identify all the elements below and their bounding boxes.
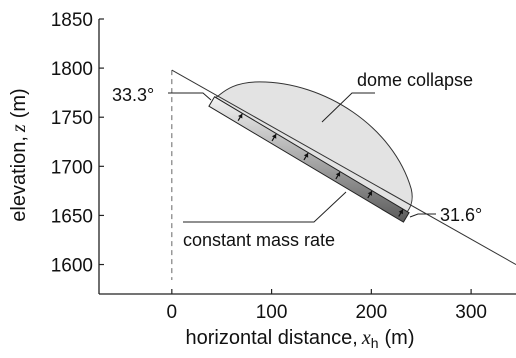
- y-tick-label: 1750: [51, 108, 93, 129]
- constant-mass-rate-leader: [183, 191, 347, 223]
- flux-arrow-head: [303, 153, 309, 158]
- x-tick-label: 0: [167, 302, 178, 323]
- dome-collapse-region: [214, 81, 413, 215]
- flux-arrow-head: [238, 113, 243, 119]
- flux-arrow-head: [335, 172, 341, 177]
- flux-arrow-head: [271, 134, 277, 139]
- constant-mass-rate-label: constant mass rate: [183, 230, 335, 250]
- y-tick-label: 1600: [51, 256, 93, 277]
- constant-mass-rate-plate: [208, 96, 410, 223]
- plot-frame: [98, 19, 516, 295]
- flux-arrow-head: [398, 209, 403, 215]
- angle-bottom-leader: [409, 213, 436, 218]
- dome-collapse-leader: [321, 92, 375, 123]
- mass-flux-arrows: [237, 113, 404, 217]
- y-axis-label: elevation,z(m): [8, 88, 30, 221]
- y-tick-label: 1650: [51, 206, 93, 227]
- x-tick-label: 200: [355, 302, 387, 323]
- y-tick-label: 1850: [51, 10, 93, 31]
- x-tick-label: 100: [256, 302, 288, 323]
- angle-top-leader: [168, 92, 212, 101]
- x-tick-label: 300: [455, 302, 487, 323]
- x-axis-label: horizontal distance, xh (m): [186, 327, 415, 351]
- flux-arrow-head: [367, 191, 373, 196]
- angle-top-label: 33.3°: [112, 85, 154, 105]
- slope-line: [171, 69, 516, 265]
- y-tick-label: 1700: [51, 157, 93, 178]
- y-tick-label: 1800: [51, 59, 93, 80]
- axis-ticks: 0 100 200 300 1600 1650 1700 1750 1800 1850: [51, 10, 487, 323]
- dome-collapse-label: dome collapse: [357, 70, 473, 90]
- angle-bottom-label: 31.6°: [440, 205, 482, 225]
